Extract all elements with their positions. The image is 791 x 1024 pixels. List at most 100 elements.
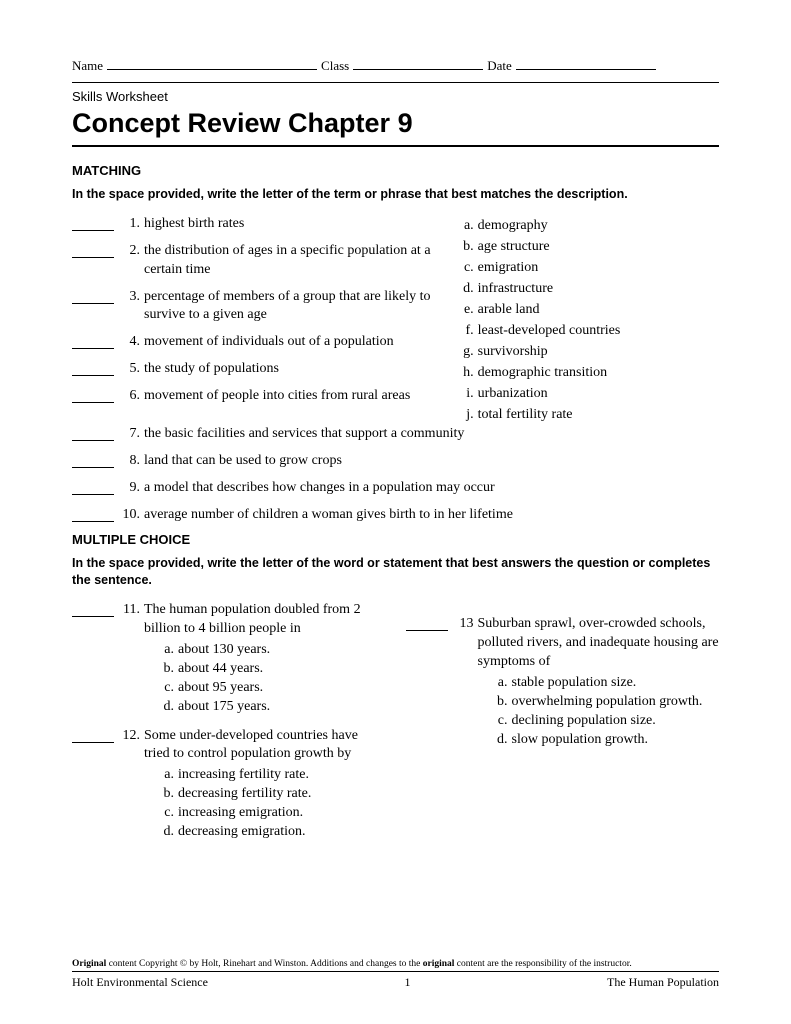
choice: c.declining population size. [492, 712, 720, 731]
choice-letter: d. [158, 698, 174, 717]
term-row: b.age structure [456, 236, 719, 257]
term-row: f.least-developed countries [456, 320, 719, 341]
copyright-bold1: Original [72, 959, 106, 969]
footer-row: Holt Environmental Science 1 The Human P… [72, 975, 719, 990]
match-item: 1. highest birth rates [72, 215, 436, 234]
answer-blank[interactable] [72, 427, 114, 441]
matching-columns: 1. highest birth rates 2. the distributi… [72, 215, 719, 425]
question-text: highest birth rates [144, 215, 436, 234]
choice-text: increasing emigration. [178, 804, 303, 823]
answer-blank[interactable] [72, 389, 114, 403]
question-text: the study of populations [144, 360, 436, 379]
question-text: a model that describes how changes in a … [144, 479, 719, 498]
term-row: i.urbanization [456, 383, 719, 404]
choice-letter: a. [158, 766, 174, 785]
name-blank[interactable] [107, 58, 317, 70]
choice-text: about 130 years. [178, 641, 270, 660]
choice: c.about 95 years. [158, 679, 386, 698]
match-item: 10. average number of children a woman g… [72, 506, 719, 525]
choice: b.about 44 years. [158, 660, 386, 679]
question-text: percentage of members of a group that ar… [144, 288, 436, 326]
term-row: a.demography [456, 215, 719, 236]
answer-blank[interactable] [72, 362, 114, 376]
question-text: average number of children a woman gives… [144, 506, 719, 525]
choice: a.stable population size. [492, 674, 720, 693]
question-number: 6. [120, 387, 140, 406]
footer-page-number: 1 [404, 975, 410, 990]
term-letter: f. [456, 320, 474, 341]
copyright-mid: content Copyright © by Holt, Rinehart an… [106, 959, 422, 969]
choice-text: about 95 years. [178, 679, 263, 698]
skills-label: Skills Worksheet [72, 89, 719, 104]
question-text: the distribution of ages in a specific p… [144, 242, 436, 280]
answer-blank[interactable] [72, 335, 114, 349]
footer-rule [72, 971, 719, 972]
term-row: h.demographic transition [456, 362, 719, 383]
class-blank[interactable] [353, 58, 483, 70]
question-number: 10. [120, 506, 140, 525]
match-item: 9. a model that describes how changes in… [72, 479, 719, 498]
question-body: Some under-developed countries have trie… [144, 727, 386, 842]
term-text: age structure [478, 236, 550, 257]
term-letter: i. [456, 383, 474, 404]
page-footer: Original content Copyright © by Holt, Ri… [72, 959, 719, 990]
choice: d.decreasing emigration. [158, 823, 386, 842]
mc-question: 11. The human population doubled from 2 … [72, 601, 386, 716]
term-letter: h. [456, 362, 474, 383]
question-number: 2. [120, 242, 140, 280]
footer-left: Holt Environmental Science [72, 975, 208, 990]
term-letter: g. [456, 341, 474, 362]
matching-full-width: 7. the basic facilities and services tha… [72, 425, 719, 525]
choice: c.increasing emigration. [158, 804, 386, 823]
mc-right-col: 13 Suburban sprawl, over-crowded schools… [406, 601, 720, 850]
mc-left-col: 11. The human population doubled from 2 … [72, 601, 386, 850]
copyright-suffix: content are the responsibility of the in… [454, 959, 631, 969]
choice-text: slow population growth. [512, 731, 649, 750]
answer-blank[interactable] [72, 290, 114, 304]
answer-blank[interactable] [72, 481, 114, 495]
choice-letter: a. [158, 641, 174, 660]
choice-letter: c. [158, 804, 174, 823]
answer-blank[interactable] [72, 508, 114, 522]
match-item: 7. the basic facilities and services tha… [72, 425, 719, 444]
answer-blank[interactable] [72, 244, 114, 258]
choice-text: about 44 years. [178, 660, 263, 679]
choice-text: about 175 years. [178, 698, 270, 717]
choice-letter: c. [158, 679, 174, 698]
match-item: 4. movement of individuals out of a popu… [72, 333, 436, 352]
term-letter: d. [456, 278, 474, 299]
answer-blank[interactable] [72, 729, 114, 743]
question-number: 4. [120, 333, 140, 352]
question-text: the basic facilities and services that s… [144, 425, 719, 444]
choice-letter: d. [492, 731, 508, 750]
question-text: movement of people into cities from rura… [144, 387, 436, 406]
choice-text: declining population size. [512, 712, 656, 731]
matching-heading: MATCHING [72, 163, 719, 178]
copyright-line: Original content Copyright © by Holt, Ri… [72, 959, 719, 969]
choice-letter: c. [492, 712, 508, 731]
answer-blank[interactable] [72, 454, 114, 468]
choice-letter: b. [158, 660, 174, 679]
mc-columns: 11. The human population doubled from 2 … [72, 601, 719, 850]
answer-blank[interactable] [406, 617, 448, 631]
answer-blank[interactable] [72, 217, 114, 231]
worksheet-page: Name Class Date Skills Worksheet Concept… [0, 0, 791, 1024]
choice-text: decreasing emigration. [178, 823, 306, 842]
term-text: urbanization [478, 383, 548, 404]
term-letter: e. [456, 299, 474, 320]
match-item: 5. the study of populations [72, 360, 436, 379]
question-text: land that can be used to grow crops [144, 452, 719, 471]
term-row: j.total fertility rate [456, 404, 719, 425]
date-blank[interactable] [516, 58, 656, 70]
term-text: demographic transition [478, 362, 607, 383]
choice: d.about 175 years. [158, 698, 386, 717]
answer-blank[interactable] [72, 603, 114, 617]
page-title: Concept Review Chapter 9 [72, 108, 719, 139]
choice-text: overwhelming population growth. [512, 693, 703, 712]
choice: a.increasing fertility rate. [158, 766, 386, 785]
copyright-bold2: original [423, 959, 455, 969]
term-row: d.infrastructure [456, 278, 719, 299]
term-letter: j. [456, 404, 474, 425]
term-text: survivorship [478, 341, 548, 362]
term-row: e.arable land [456, 299, 719, 320]
